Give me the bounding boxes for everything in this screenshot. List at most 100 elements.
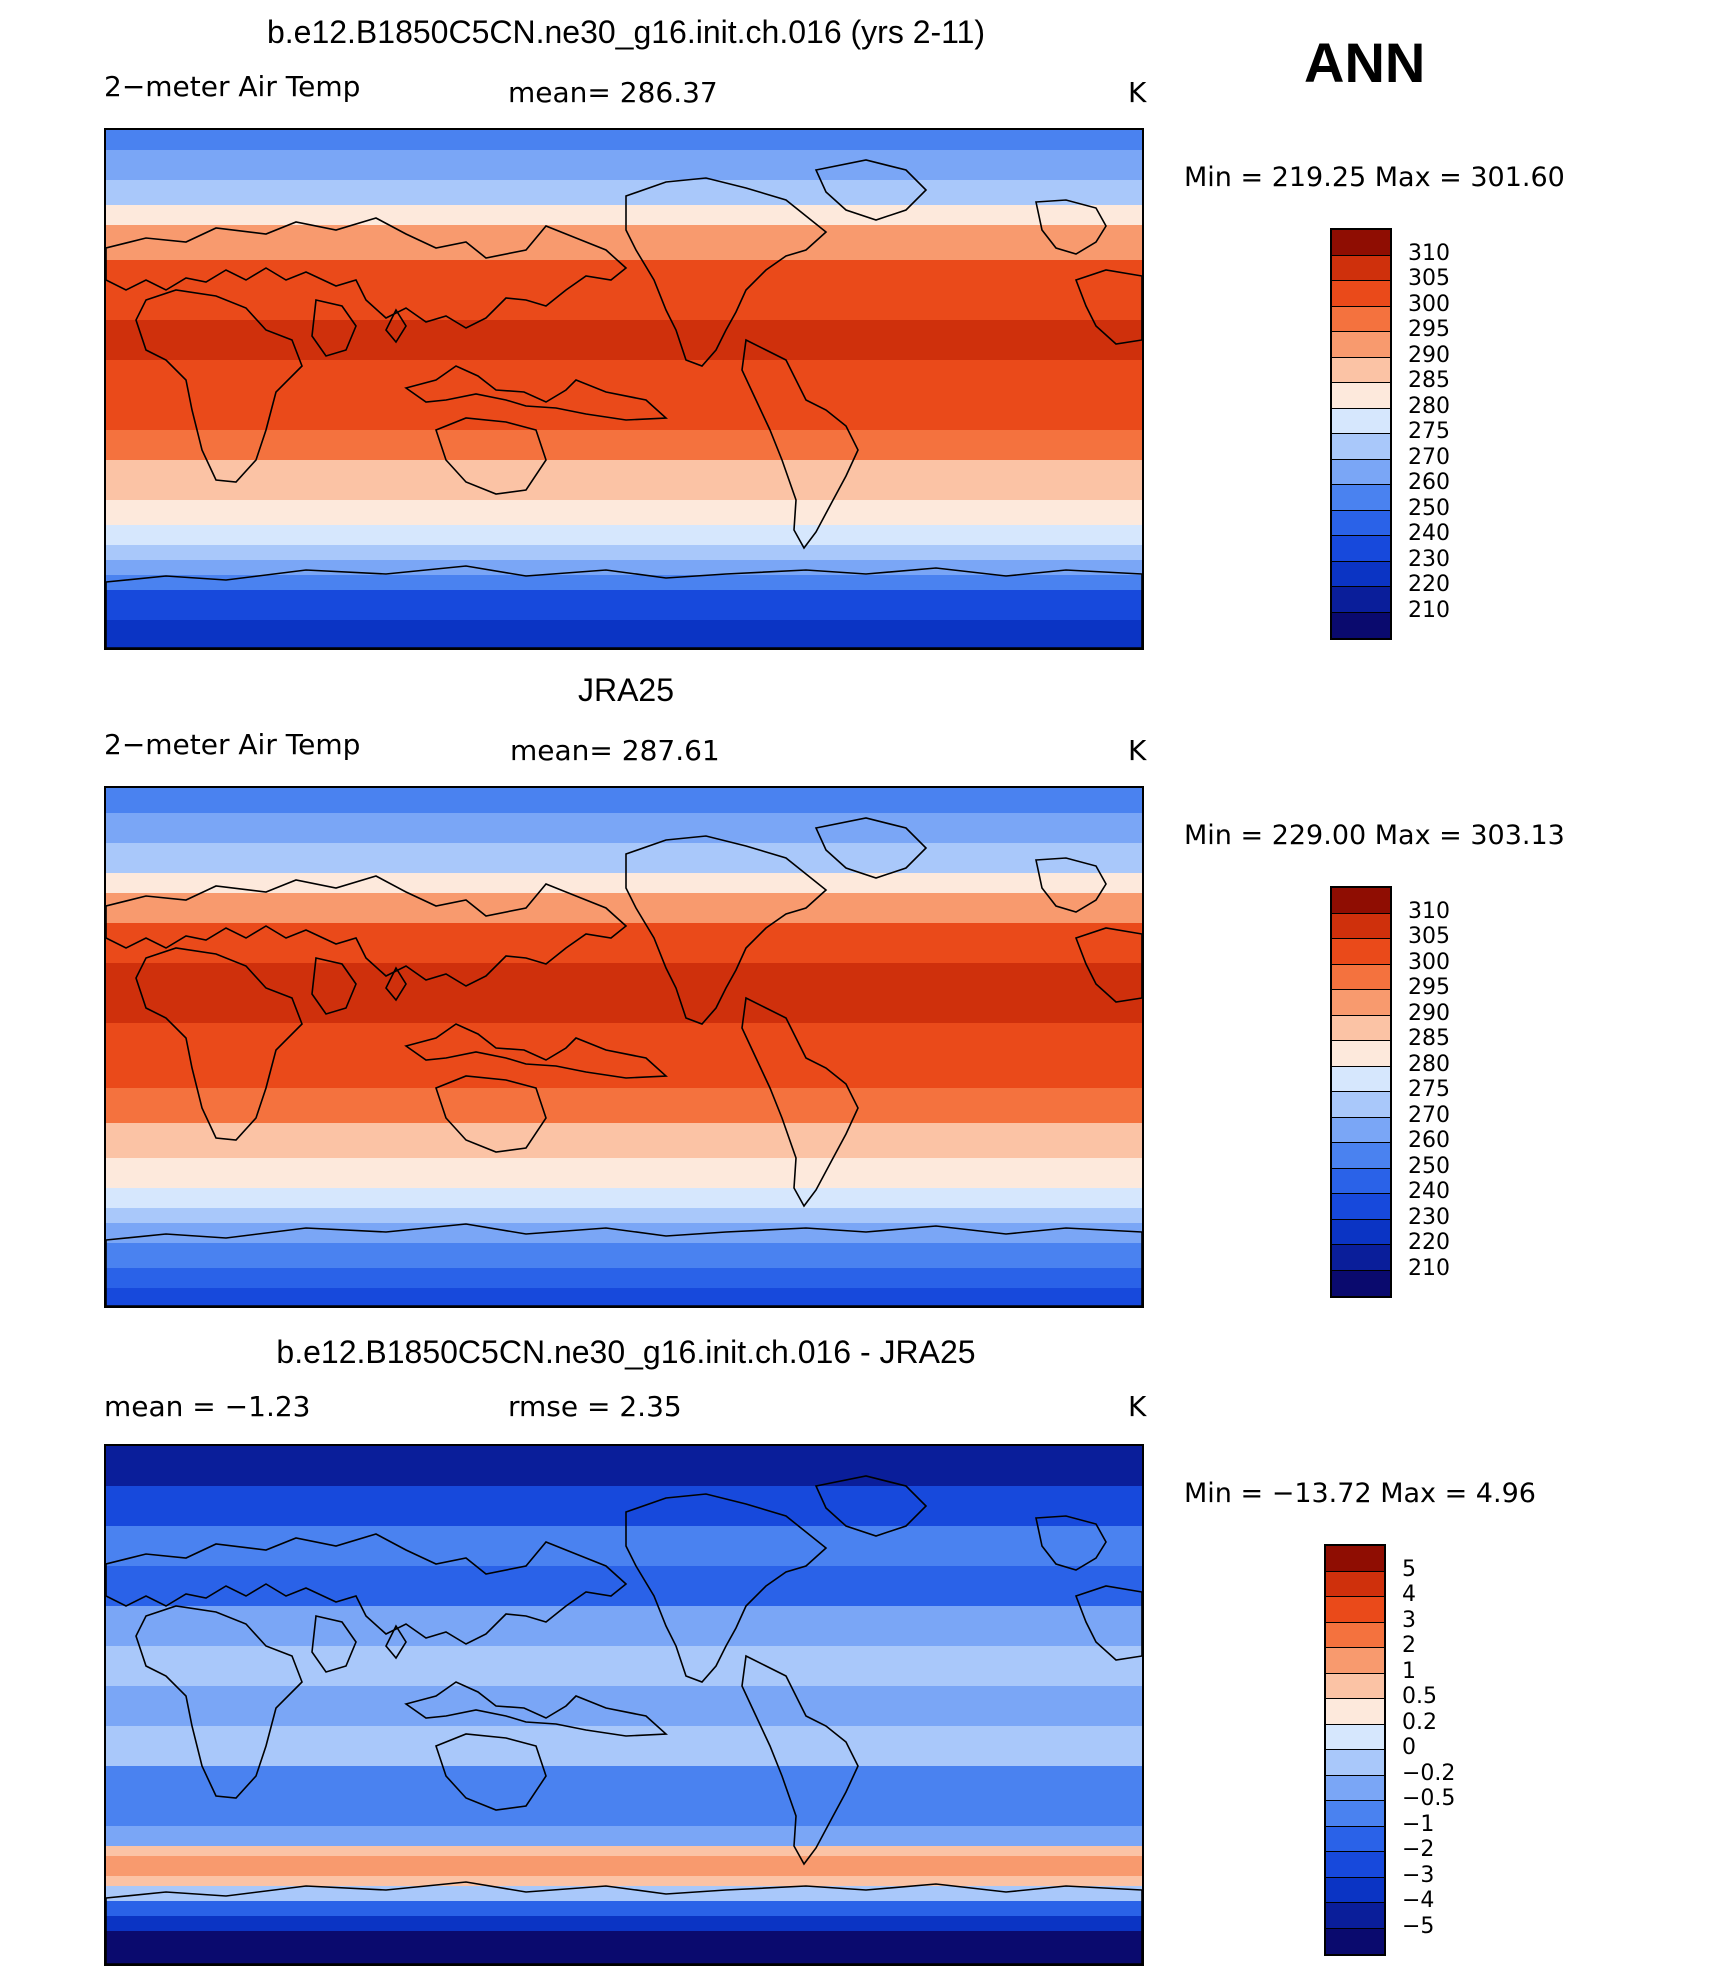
colorbar-segment	[1332, 485, 1390, 511]
coastline	[311, 957, 357, 1015]
colorbar-segment	[1332, 1117, 1390, 1143]
colorbar-segment	[1326, 1648, 1384, 1674]
colorbar-tick-label: 280	[1408, 393, 1450, 419]
colorbar-tick-label: −2	[1402, 1837, 1435, 1862]
map-field-band	[106, 1288, 1142, 1306]
colorbar-tick-label: 305	[1408, 924, 1450, 949]
colorbar-tick-label: 250	[1408, 1153, 1450, 1179]
map-field-band	[106, 560, 1142, 575]
map-field-band	[106, 1526, 1142, 1566]
coastline	[1074, 1585, 1142, 1661]
coastline	[814, 159, 928, 221]
coastline	[435, 1075, 547, 1153]
colorbar-tick-label: 310	[1408, 240, 1450, 266]
colorbar-tick-label: 260	[1408, 470, 1450, 495]
map-field-band	[106, 923, 1142, 963]
colorbar-segment	[1332, 990, 1390, 1016]
colorbar-segment	[1332, 306, 1390, 332]
coastline	[135, 289, 303, 483]
map-field-band	[106, 1486, 1142, 1526]
map-field-band	[106, 1766, 1142, 1826]
colorbar-tick-label: 210	[1408, 597, 1450, 623]
map-field-band	[106, 1158, 1142, 1188]
coastline	[106, 217, 628, 329]
colorbar-segment	[1326, 1724, 1384, 1750]
colorbar-tick-label: 300	[1408, 949, 1450, 975]
map-field-band	[106, 525, 1142, 545]
colorbar-segment	[1332, 281, 1390, 307]
colorbar-segment	[1332, 1219, 1390, 1245]
map-field-band	[106, 430, 1142, 460]
colorbar-segment	[1332, 383, 1390, 409]
map-field-band	[106, 150, 1142, 180]
colorbar-tick-label: 240	[1408, 521, 1450, 546]
colorbar-tick-label: 1	[1402, 1658, 1416, 1684]
coastline	[311, 299, 357, 357]
colorbar-segment	[1332, 1270, 1390, 1296]
coastline	[385, 308, 407, 344]
colorbar-segment	[1332, 1143, 1390, 1169]
coastline	[404, 365, 668, 421]
coastline	[741, 996, 859, 1208]
colorbar-tick-label: 290	[1408, 1000, 1450, 1026]
coastline	[741, 338, 859, 550]
colorbar-segment	[1326, 1673, 1384, 1699]
colorbar-segment	[1332, 510, 1390, 536]
map-svg-model	[106, 130, 1142, 648]
colorbar-tick-label: 275	[1408, 419, 1450, 444]
coastline	[311, 1615, 357, 1673]
colorbar-tick-label: −5	[1402, 1913, 1435, 1939]
map-field-band	[106, 1188, 1142, 1208]
map-field-band	[106, 1243, 1142, 1268]
panel-mean-obs: mean= 287.61	[510, 734, 720, 767]
colorbar-segment	[1332, 255, 1390, 281]
map-field-band	[106, 1446, 1142, 1486]
colorbar-segment	[1332, 587, 1390, 613]
map-field-band	[106, 575, 1142, 590]
colorbar-tick-label: −0.5	[1402, 1786, 1456, 1811]
colorbar-segment	[1332, 561, 1390, 587]
panel-mean-diff: mean = −1.23	[104, 1390, 311, 1423]
panel-title-obs: JRA25	[577, 672, 675, 708]
map-field-band	[106, 620, 1142, 648]
coastline	[135, 1605, 303, 1799]
panel-rmse-diff: rmse = 2.35	[508, 1390, 682, 1423]
map-field-band	[106, 1223, 1142, 1243]
colorbar-tick-label: 0.2	[1402, 1709, 1437, 1735]
map-field-band	[106, 500, 1142, 525]
colorbar-segment	[1332, 888, 1390, 914]
colorbar-tick-label: 305	[1408, 266, 1450, 291]
panel-title-model: b.e12.B1850C5CN.ne30_g16.init.ch.016 (yr…	[266, 14, 986, 50]
colorbar-segment	[1326, 1546, 1384, 1572]
colorbar-diff	[1324, 1544, 1386, 1956]
colorbar-tick-label: 3	[1402, 1607, 1416, 1633]
colorbar-tick-label: 300	[1408, 291, 1450, 317]
colorbar-tick-label: 230	[1408, 546, 1450, 572]
coastline	[625, 1493, 828, 1683]
season-label: ANN	[1304, 31, 1426, 94]
colorbar-segment	[1332, 1066, 1390, 1092]
colorbar-segment	[1332, 408, 1390, 434]
coastline	[1035, 199, 1107, 255]
colorbar-tick-label: 290	[1408, 342, 1450, 368]
map-field-band	[106, 893, 1142, 923]
map-field-band	[106, 873, 1142, 893]
colorbar-segment	[1332, 1194, 1390, 1220]
coastline	[106, 1223, 1142, 1306]
coastline	[404, 1023, 668, 1079]
minmax-diff: Min = −13.72 Max = 4.96	[1184, 1478, 1536, 1509]
coastline	[106, 875, 628, 987]
colorbar-segment	[1326, 1877, 1384, 1903]
map-model	[104, 128, 1144, 650]
map-field-band	[106, 1916, 1142, 1931]
colorbar-tick-label: 260	[1408, 1128, 1450, 1153]
map-field-band	[106, 963, 1142, 1023]
map-field-band	[106, 320, 1142, 360]
colorbar-segment	[1332, 536, 1390, 562]
map-field-band	[106, 460, 1142, 500]
minmax-obs: Min = 229.00 Max = 303.13	[1184, 820, 1565, 851]
colorbar-segment	[1332, 357, 1390, 383]
coastline	[1035, 1515, 1107, 1571]
colorbar-segment	[1332, 1041, 1390, 1067]
minmax-model: Min = 219.25 Max = 301.60	[1184, 162, 1565, 193]
